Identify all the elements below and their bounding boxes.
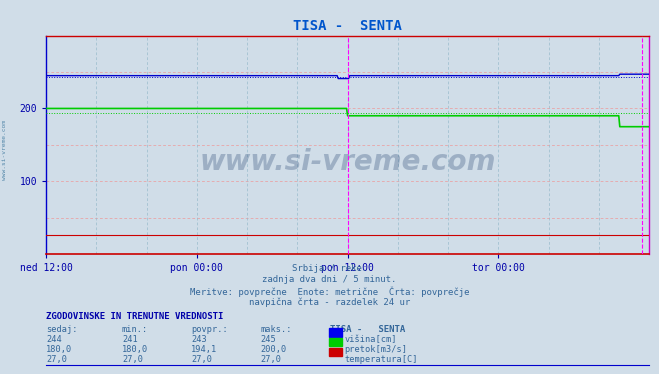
Text: 27,0: 27,0 (46, 355, 67, 364)
Text: 180,0: 180,0 (46, 345, 72, 354)
Text: 245: 245 (260, 335, 276, 344)
Text: 243: 243 (191, 335, 207, 344)
Text: 27,0: 27,0 (122, 355, 143, 364)
Text: 27,0: 27,0 (191, 355, 212, 364)
Text: Srbija / reke.: Srbija / reke. (292, 264, 367, 273)
Title: TISA -  SENTA: TISA - SENTA (293, 19, 402, 33)
Text: maks.:: maks.: (260, 325, 292, 334)
Text: 27,0: 27,0 (260, 355, 281, 364)
Text: www.si-vreme.com: www.si-vreme.com (200, 148, 496, 177)
Text: 194,1: 194,1 (191, 345, 217, 354)
Text: 180,0: 180,0 (122, 345, 148, 354)
Text: navpična črta - razdelek 24 ur: navpična črta - razdelek 24 ur (249, 297, 410, 307)
Text: zadnja dva dni / 5 minut.: zadnja dva dni / 5 minut. (262, 275, 397, 284)
Text: temperatura[C]: temperatura[C] (345, 355, 418, 364)
Text: pretok[m3/s]: pretok[m3/s] (345, 345, 408, 354)
Text: www.si-vreme.com: www.si-vreme.com (2, 120, 7, 180)
Text: TISA -   SENTA: TISA - SENTA (330, 325, 405, 334)
Text: povpr.:: povpr.: (191, 325, 228, 334)
Text: Meritve: povprečne  Enote: metrične  Črta: povprečje: Meritve: povprečne Enote: metrične Črta:… (190, 286, 469, 297)
Text: ZGODOVINSKE IN TRENUTNE VREDNOSTI: ZGODOVINSKE IN TRENUTNE VREDNOSTI (46, 312, 223, 321)
Text: 244: 244 (46, 335, 62, 344)
Text: 200,0: 200,0 (260, 345, 287, 354)
Text: višina[cm]: višina[cm] (345, 335, 397, 344)
Text: sedaj:: sedaj: (46, 325, 78, 334)
Text: 241: 241 (122, 335, 138, 344)
Text: min.:: min.: (122, 325, 148, 334)
